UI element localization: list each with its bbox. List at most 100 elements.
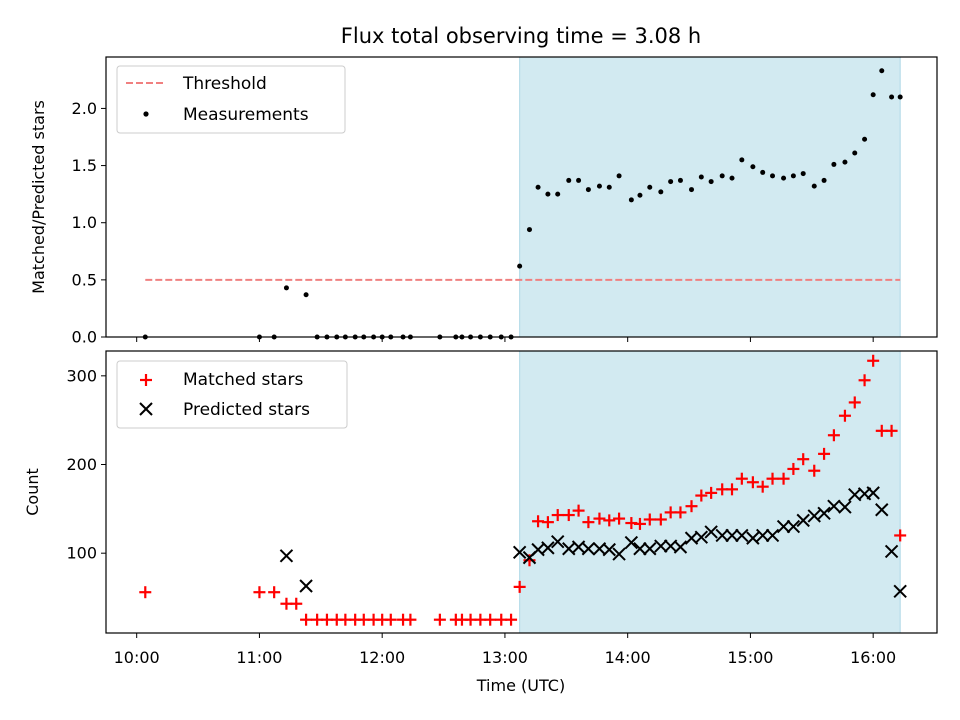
predicted-star-point bbox=[725, 528, 739, 543]
observing-span-shade bbox=[519, 56, 901, 338]
matched-star-point bbox=[300, 613, 313, 626]
matched-star-point bbox=[253, 586, 266, 599]
matched-star-point bbox=[505, 613, 518, 626]
predicted-star-point bbox=[551, 534, 565, 549]
predicted-star-point bbox=[796, 513, 810, 528]
predicted-star-point bbox=[893, 584, 907, 599]
y-tick-label: 200 bbox=[66, 455, 97, 474]
measurement-point bbox=[616, 173, 622, 179]
measurement-point bbox=[811, 183, 817, 189]
matched-star-point bbox=[735, 472, 748, 485]
measurement-point bbox=[606, 184, 612, 190]
predicted-star-point bbox=[786, 519, 801, 534]
y-tick-label: 1.5 bbox=[72, 156, 97, 175]
matched-star-point bbox=[268, 586, 281, 599]
measurement-point bbox=[879, 68, 885, 74]
legend-predicted-swatch bbox=[139, 402, 153, 416]
measurement-point bbox=[698, 174, 704, 180]
matched-star-point bbox=[685, 500, 698, 513]
predicted-star-point bbox=[673, 540, 688, 554]
y-tick-label: 0.0 bbox=[72, 328, 97, 347]
matched-star-point bbox=[818, 447, 831, 460]
predicted-star-point bbox=[866, 486, 880, 500]
predicted-star-point bbox=[612, 547, 626, 561]
predicted-star-point bbox=[654, 539, 668, 553]
measurement-point bbox=[897, 94, 903, 100]
legend-top: Threshold Measurements bbox=[116, 65, 346, 134]
measurement-point bbox=[729, 175, 735, 181]
measurement-point bbox=[647, 184, 653, 190]
predicted-star-point bbox=[541, 541, 555, 555]
measurement-point bbox=[739, 157, 745, 163]
predicted-star-point bbox=[715, 528, 729, 543]
measurement-point bbox=[576, 177, 582, 183]
measurement-point bbox=[870, 92, 876, 98]
predicted-star-point bbox=[279, 549, 294, 563]
matched-star-point bbox=[593, 512, 606, 525]
matched-star-point bbox=[695, 489, 708, 502]
matched-star-point bbox=[746, 476, 759, 489]
measurement-point bbox=[831, 161, 837, 167]
measurement-point bbox=[668, 179, 674, 185]
measurement-point bbox=[889, 94, 895, 100]
predicted-star-point bbox=[746, 531, 760, 545]
matched-star-point bbox=[139, 586, 152, 599]
x-tick-label: 12:00 bbox=[359, 648, 405, 667]
matched-star-point bbox=[848, 396, 861, 409]
matched-star-point bbox=[643, 513, 656, 526]
predicted-star-point bbox=[817, 506, 831, 520]
matched-star-point bbox=[756, 480, 769, 493]
measurement-point bbox=[677, 177, 683, 183]
measurement-point bbox=[770, 173, 776, 179]
y-axis-label-count: Count bbox=[23, 468, 42, 516]
matched-star-point bbox=[894, 529, 907, 542]
matched-star-point bbox=[654, 513, 667, 526]
matched-star-point bbox=[885, 424, 898, 437]
matched-star-point bbox=[674, 506, 687, 519]
predicted-star-point bbox=[299, 579, 313, 593]
measurement-point bbox=[800, 171, 806, 177]
x-tick-label: 13:00 bbox=[482, 648, 528, 667]
predicted-star-point bbox=[884, 544, 899, 559]
x-tick-label: 10:00 bbox=[114, 648, 160, 667]
measurement-point bbox=[689, 187, 695, 193]
y-tick-label: 100 bbox=[66, 544, 97, 563]
matched-star-point bbox=[404, 613, 417, 626]
matched-star-point bbox=[582, 516, 595, 529]
y-axis-label-ratio: Matched/Predicted stars bbox=[29, 100, 48, 294]
predicted-star-point bbox=[633, 542, 647, 556]
matched-star-point bbox=[726, 483, 739, 496]
x-tick-label: 16:00 bbox=[850, 648, 896, 667]
matched-star-point bbox=[513, 580, 526, 593]
y-tick-label: 0.5 bbox=[72, 270, 97, 289]
measurement-point bbox=[555, 191, 561, 197]
legend-threshold-label: Threshold bbox=[182, 74, 267, 94]
x-tick-label: 14:00 bbox=[605, 648, 651, 667]
measurement-point bbox=[821, 177, 827, 183]
measurement-point bbox=[526, 227, 532, 233]
matched-star-point bbox=[433, 613, 446, 626]
matched-star-point bbox=[551, 509, 564, 522]
predicted-star-point bbox=[827, 499, 841, 513]
measurement-point bbox=[852, 150, 858, 156]
legend-box bbox=[116, 65, 346, 134]
chart-title: Flux total observing time = 3.08 h bbox=[341, 24, 701, 48]
measurement-point bbox=[781, 175, 787, 181]
matched-star-point bbox=[705, 486, 718, 499]
matched-star-point bbox=[572, 504, 585, 517]
matched-star-point bbox=[867, 354, 880, 367]
matched-star-point bbox=[290, 597, 303, 610]
measurement-point bbox=[750, 164, 756, 170]
matched-star-point bbox=[562, 509, 575, 522]
measurement-point bbox=[283, 285, 289, 291]
matched-star-point bbox=[827, 429, 840, 442]
matched-star-point bbox=[787, 462, 800, 475]
plot-frame bbox=[105, 56, 938, 338]
matched-star-point bbox=[808, 464, 821, 477]
legend-bottom: Matched stars Predicted stars bbox=[116, 360, 348, 429]
measurement-point bbox=[585, 187, 591, 193]
measurement-point bbox=[862, 136, 868, 142]
legend-predicted-label: Predicted stars bbox=[183, 400, 310, 420]
measurement-point bbox=[596, 183, 602, 189]
predicted-star-point bbox=[581, 542, 596, 556]
